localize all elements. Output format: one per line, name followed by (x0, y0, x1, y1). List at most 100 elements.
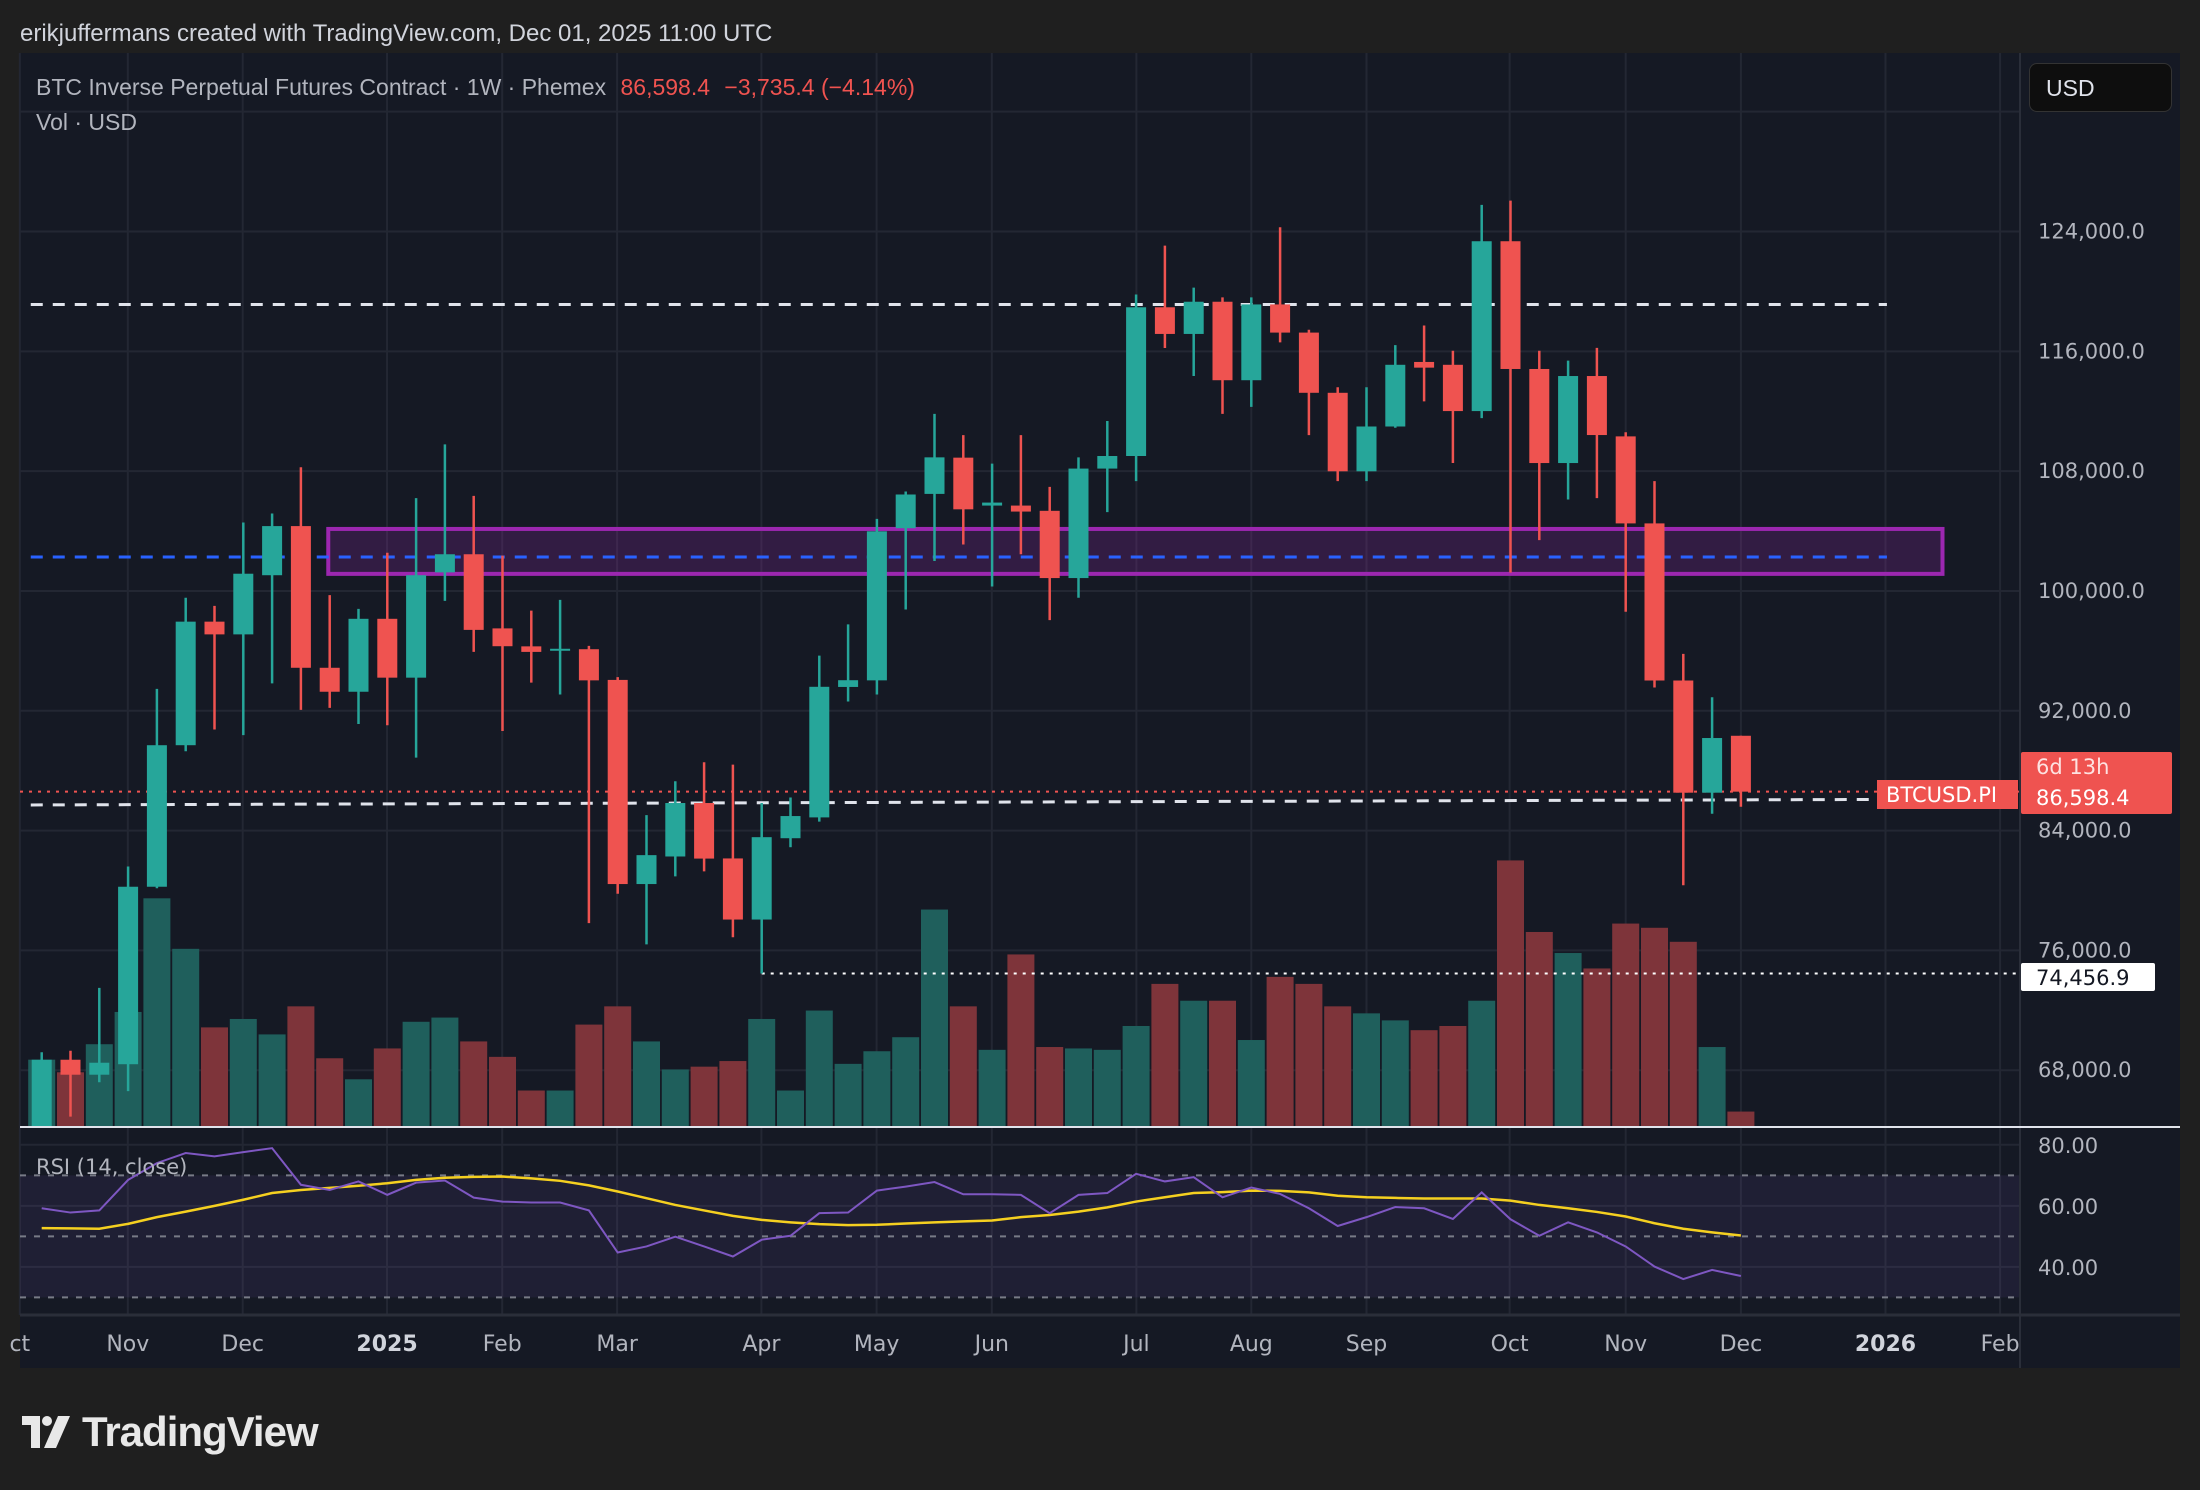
volume-bar (1353, 1013, 1380, 1127)
candle-body (1298, 332, 1319, 393)
candle-body (1039, 510, 1060, 579)
volume-bar (1151, 983, 1179, 1127)
low-price-tag-text: 74,456.9 (2036, 966, 2130, 990)
candle-body (809, 686, 830, 818)
candle-body (1270, 304, 1291, 333)
candle-body (175, 621, 196, 746)
low-price-tag: 74,456.9 (2021, 963, 2155, 991)
rsi-axis[interactable]: 80.00 60.00 40.00 (2038, 1134, 2098, 1280)
volume-bar (1122, 1025, 1150, 1127)
candle-body (895, 494, 916, 529)
price-tag-countdown: 6d 13h (2036, 755, 2109, 779)
price-tick-label: 76,000.0 (2038, 938, 2132, 962)
price-axis[interactable]: 124,000.0 116,000.0 108,000.0 100,000.0 92,0… (2038, 220, 2145, 1083)
rsi-tick-label: 60.00 (2038, 1195, 2098, 1219)
time-tick-label: Dec (221, 1332, 264, 1357)
price-tag: 6d 13h 86,598.4 (2021, 752, 2172, 814)
candle-body (1126, 307, 1147, 457)
candle-body (953, 457, 974, 510)
volume-bar (1497, 860, 1524, 1127)
price-tick-label: 124,000.0 (2038, 220, 2145, 244)
candle-body (204, 621, 225, 635)
time-tick-label: Apr (742, 1332, 781, 1357)
volume-bar (719, 1061, 747, 1127)
volume-bar (143, 898, 171, 1127)
candle-body (1471, 241, 1492, 412)
candles (31, 200, 1751, 1127)
candle-body (1558, 376, 1579, 464)
volume-bar (834, 1063, 862, 1127)
volume-legend[interactable]: Vol · USD (36, 109, 137, 135)
tradingview-logo[interactable]: TradingView (22, 1408, 319, 1456)
candle-body (146, 745, 167, 887)
volume-bar (316, 1058, 344, 1127)
volume-bar (1237, 1040, 1265, 1127)
volume-bar (575, 1024, 603, 1127)
time-tick-label: Jul (1121, 1332, 1150, 1357)
volume-bar (1093, 1049, 1121, 1127)
volume-bar (1209, 1000, 1236, 1127)
candle-body (1529, 368, 1550, 464)
candle-body (1212, 301, 1233, 381)
candle-body (262, 526, 283, 576)
candle-body (118, 886, 139, 1065)
volume-bar (1525, 931, 1553, 1127)
volume-bar (460, 1041, 488, 1127)
candle-body (1183, 301, 1204, 334)
volume-bar (1036, 1047, 1064, 1127)
last-price: 86,598.4 (620, 74, 711, 100)
candle-body (1702, 738, 1723, 793)
volume-bar (1554, 953, 1582, 1127)
volume-bars (28, 860, 1755, 1127)
candle-body (838, 680, 859, 687)
volume-bar (172, 948, 200, 1127)
volume-bar (1324, 1006, 1352, 1127)
candle-body (1730, 735, 1751, 792)
candle-body (1442, 364, 1463, 412)
symbol-tag-text: BTCUSD.PI (1886, 783, 1997, 807)
price-tick-label: 92,000.0 (2038, 699, 2132, 723)
rsi-label: RSI (14, close) (36, 1155, 187, 1179)
candle-body (492, 628, 513, 647)
volume-bar (345, 1079, 372, 1127)
candle-body (636, 855, 657, 885)
price-tick-label: 68,000.0 (2038, 1058, 2132, 1082)
candle-body (578, 649, 599, 681)
price-tick-label: 116,000.0 (2038, 339, 2145, 363)
volume-bar (1266, 976, 1294, 1127)
candle-body (463, 554, 484, 630)
candle-body (1586, 376, 1607, 436)
volume-bar (1295, 983, 1323, 1127)
time-tick-label: Aug (1230, 1332, 1273, 1357)
volume-bar (1612, 923, 1640, 1127)
candle-body (722, 858, 743, 920)
candle-body (60, 1059, 81, 1075)
chart-legend: BTC Inverse Perpetual Futures Contract ·… (36, 74, 915, 101)
candle-body (1673, 680, 1694, 793)
time-axis[interactable]: ct Nov Dec 2025 Feb Mar Apr May Jun Jul Aug Sep Oct N… (9, 1332, 2019, 1357)
volume-bar (1641, 927, 1668, 1127)
candle-body (233, 573, 254, 635)
candle-body (1356, 426, 1377, 472)
volume-bar (978, 1049, 1006, 1127)
volume-bar (892, 1037, 920, 1127)
time-tick-label: Feb (483, 1332, 522, 1357)
symbol-tag: BTCUSD.PI (1877, 780, 2018, 809)
candle-body (89, 1062, 110, 1075)
time-tick-label: Oct (1491, 1332, 1529, 1357)
volume-bar (258, 1034, 286, 1127)
volume-bar (201, 1027, 228, 1127)
currency-button[interactable]: USD (2029, 63, 2172, 112)
rsi-line (41, 1147, 1742, 1281)
candle-body (31, 1059, 52, 1127)
volume-bar (373, 1048, 401, 1127)
volume-bar (1439, 1025, 1467, 1127)
candle-body (290, 526, 311, 668)
volume-bar (1583, 968, 1611, 1127)
drawings (20, 302, 2020, 975)
symbol-description[interactable]: BTC Inverse Perpetual Futures Contract ·… (36, 74, 607, 100)
support-line (30, 797, 1887, 807)
candle-body (1500, 241, 1521, 369)
volume-bar (1468, 1000, 1496, 1127)
